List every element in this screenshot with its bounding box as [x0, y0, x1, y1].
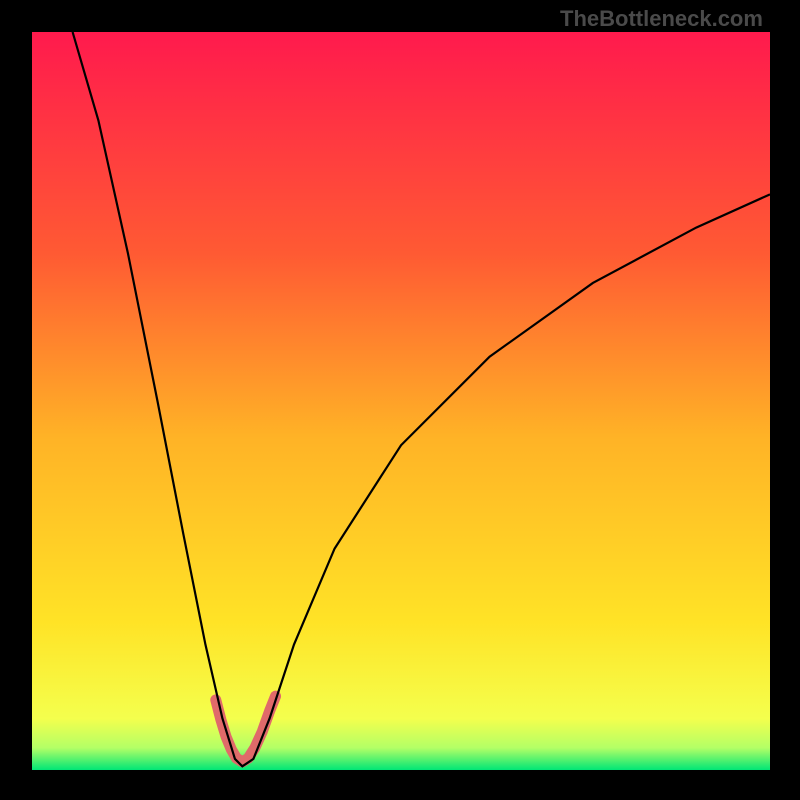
watermark: TheBottleneck.com [560, 6, 763, 32]
plot-area [32, 32, 770, 770]
